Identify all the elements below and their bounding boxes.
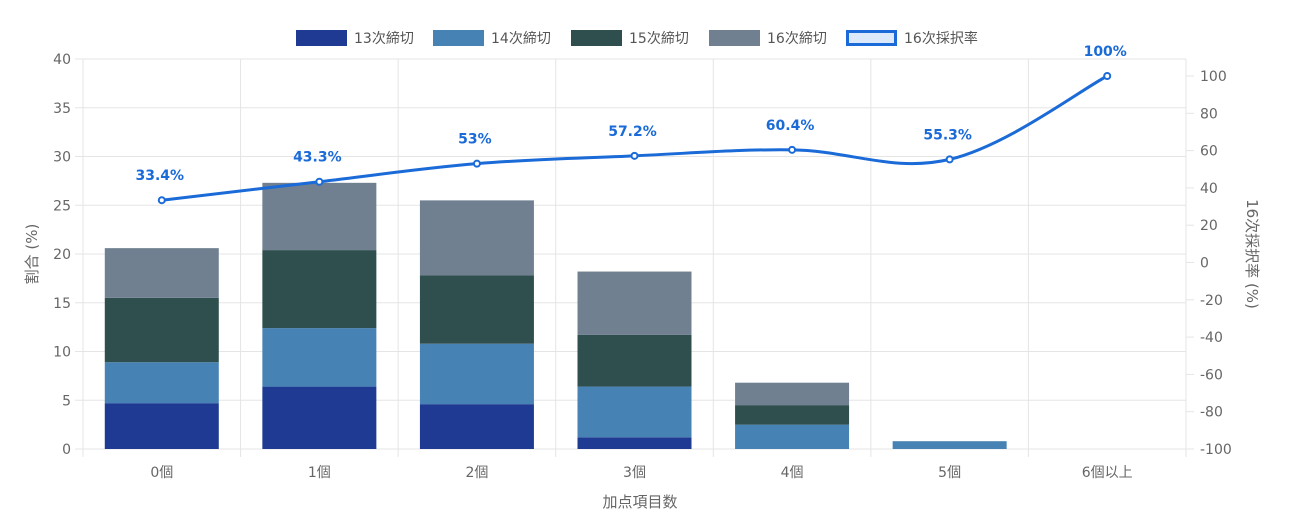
- y2-tick-label: 60: [1200, 144, 1218, 160]
- bar-segment[interactable]: [577, 334, 692, 387]
- bar-segment[interactable]: [419, 200, 534, 276]
- bar-segment[interactable]: [262, 386, 377, 449]
- bar-segment[interactable]: [735, 424, 850, 449]
- y-tick-label: 5: [62, 393, 71, 409]
- bar-segment[interactable]: [262, 250, 377, 329]
- y-tick-label: 35: [53, 101, 71, 117]
- data-label: 100%: [1084, 44, 1127, 60]
- legend-label: 15次締切: [629, 30, 689, 47]
- bar-segment[interactable]: [419, 275, 534, 344]
- bar-segment[interactable]: [419, 343, 534, 405]
- legend-swatch: [846, 30, 897, 46]
- line-point[interactable]: [157, 196, 166, 205]
- y2-axis-title: 16次採択率 (%): [1243, 199, 1261, 309]
- legend-label: 13次締切: [354, 30, 414, 47]
- line-point[interactable]: [1103, 72, 1112, 80]
- legend-item[interactable]: 16次締切: [709, 30, 827, 47]
- data-label: 43.3%: [293, 150, 342, 166]
- bar-segment[interactable]: [735, 405, 850, 425]
- y-tick-label: 20: [53, 247, 71, 263]
- legend-item[interactable]: 13次締切: [296, 30, 414, 47]
- data-label: 55.3%: [923, 127, 972, 143]
- bar-segment[interactable]: [104, 248, 219, 298]
- grid-layer: [75, 58, 1194, 457]
- line-point[interactable]: [472, 159, 481, 168]
- legend-swatch: [296, 30, 347, 46]
- data-label: 33.4%: [135, 168, 184, 184]
- axis-layer: 0 5 10 15 20 25 30 35 40 -100 -80 -60 -40 -20 0 20 40 60 8…: [23, 52, 1261, 511]
- y2-tick-label: -40: [1200, 330, 1223, 346]
- bar-segment[interactable]: [577, 437, 692, 449]
- bar-segment[interactable]: [892, 441, 1007, 449]
- legend-label: 16次採択率: [904, 30, 978, 47]
- legend-swatch: [433, 30, 484, 46]
- data-label: 60.4%: [766, 118, 815, 134]
- line-layer: 33.4% 43.3% 53% 57.2% 60.4% 55.3% 100%: [135, 44, 1127, 205]
- y-tick-label: 25: [53, 198, 71, 214]
- y2-tick-label: -20: [1200, 293, 1223, 309]
- bar-segment[interactable]: [104, 297, 219, 363]
- legend-item[interactable]: 16次採択率: [846, 30, 978, 47]
- bar-segment[interactable]: [577, 386, 692, 438]
- x-axis-title: 加点項目数: [602, 493, 677, 511]
- legend-swatch: [571, 30, 622, 46]
- legend-item[interactable]: 15次締切: [571, 30, 689, 47]
- y-tick-label: 0: [62, 442, 71, 458]
- y2-tick-label: 20: [1200, 218, 1218, 234]
- bar-segment[interactable]: [262, 328, 377, 387]
- y2-tick-label: 80: [1200, 106, 1218, 122]
- y2-tick-label: 100: [1200, 69, 1227, 85]
- bar-segment[interactable]: [104, 403, 219, 449]
- bar-segment[interactable]: [104, 362, 219, 404]
- line-point[interactable]: [630, 151, 639, 160]
- x-tick-label: 3個: [623, 465, 646, 481]
- y2-tick-label: 40: [1200, 181, 1218, 197]
- y-tick-label: 10: [53, 345, 71, 361]
- data-label: 57.2%: [608, 124, 657, 140]
- line-point[interactable]: [315, 177, 324, 186]
- y2-tick-label: -60: [1200, 367, 1223, 383]
- x-tick-label: 1個: [308, 465, 331, 481]
- x-tick-label: 2個: [465, 465, 488, 481]
- legend: 13次締切 14次締切 15次締切 16次締切 16次採択率: [296, 30, 978, 47]
- y2-tick-label: -80: [1200, 405, 1223, 421]
- legend-swatch: [709, 30, 760, 46]
- bar-segment[interactable]: [735, 382, 850, 406]
- x-tick-label: 5個: [938, 465, 961, 481]
- y-tick-label: 40: [53, 52, 71, 68]
- y2-tick-label: -100: [1200, 442, 1232, 458]
- y-axis-title: 割合 (%): [23, 224, 41, 285]
- legend-label: 14次締切: [491, 30, 551, 47]
- data-label: 53%: [458, 132, 492, 148]
- x-tick-label: 4個: [781, 465, 804, 481]
- y2-tick-label: 0: [1200, 256, 1209, 272]
- bar-segment[interactable]: [262, 182, 377, 251]
- legend-label: 16次締切: [767, 30, 827, 47]
- x-tick-label: 6個以上: [1082, 465, 1133, 481]
- bar-segment[interactable]: [419, 404, 534, 449]
- line-point[interactable]: [945, 155, 954, 164]
- line-point[interactable]: [788, 145, 797, 154]
- bar-segment[interactable]: [577, 271, 692, 335]
- legend-item[interactable]: 14次締切: [433, 30, 551, 47]
- y-tick-label: 15: [53, 296, 71, 312]
- bars-layer: [104, 182, 1007, 449]
- x-tick-label: 0個: [150, 465, 173, 481]
- y-tick-label: 30: [53, 150, 71, 166]
